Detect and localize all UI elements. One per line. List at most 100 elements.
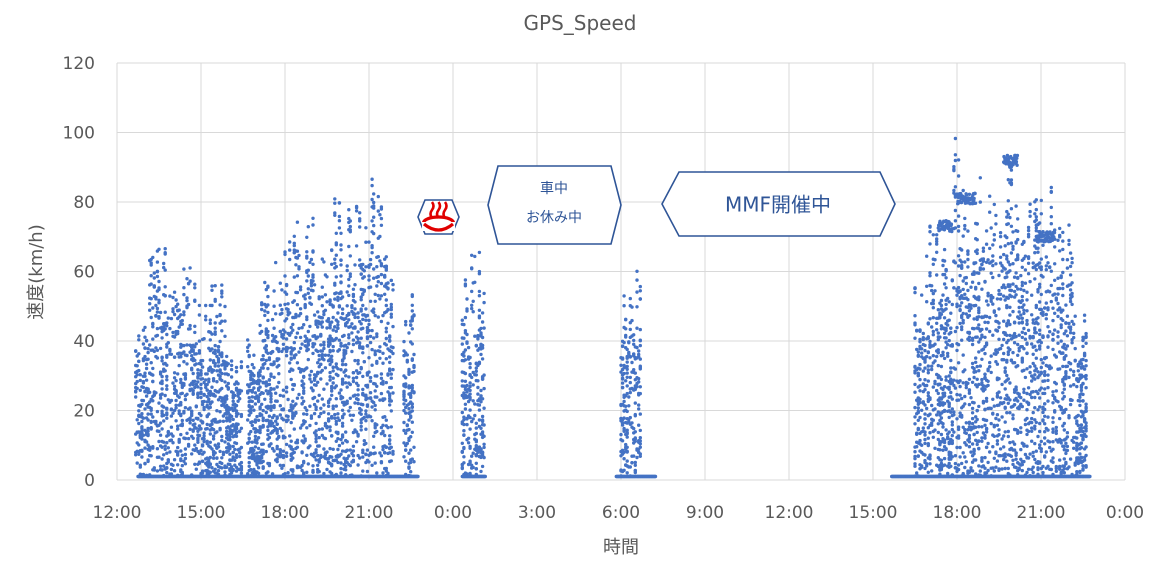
data-point: [1034, 367, 1039, 371]
data-point: [463, 348, 468, 352]
data-point: [966, 252, 970, 256]
data-point: [229, 367, 234, 372]
data-point: [1014, 284, 1018, 289]
data-point: [1065, 314, 1070, 318]
data-point: [463, 278, 468, 282]
data-point: [305, 279, 309, 283]
data-point: [274, 260, 278, 265]
data-point: [163, 293, 167, 298]
data-point: [320, 320, 324, 324]
data-point: [468, 408, 472, 412]
data-point: [1028, 365, 1032, 369]
data-point: [1061, 239, 1065, 243]
data-point: [1017, 466, 1021, 470]
data-point: [160, 381, 164, 386]
data-point: [281, 342, 286, 346]
data-point: [972, 367, 976, 371]
data-point: [479, 447, 483, 451]
data-point: [311, 216, 315, 220]
data-point: [381, 379, 385, 383]
data-point: [1046, 428, 1050, 432]
data-point: [168, 326, 172, 331]
data-point: [981, 347, 986, 351]
data-point: [354, 440, 359, 444]
data-point: [186, 302, 191, 307]
data-point: [963, 368, 967, 372]
data-point: [474, 453, 478, 457]
data-point: [347, 375, 351, 379]
data-point: [328, 350, 332, 354]
data-point: [383, 415, 387, 419]
data-point: [165, 378, 169, 382]
data-point: [1038, 429, 1042, 434]
data-point: [347, 284, 351, 288]
data-point: [410, 420, 414, 424]
data-point: [975, 417, 979, 422]
data-point: [960, 338, 964, 342]
data-point: [312, 342, 317, 346]
data-point: [938, 448, 942, 452]
data-point: [283, 274, 287, 278]
data-point: [1041, 310, 1045, 314]
data-point: [624, 327, 628, 331]
data-point: [460, 318, 464, 322]
data-point: [231, 456, 235, 460]
data-point: [185, 362, 189, 366]
data-point: [305, 235, 309, 239]
data-point: [220, 378, 224, 383]
data-point: [316, 453, 320, 458]
data-point: [333, 297, 337, 301]
data-point: [157, 247, 161, 251]
data-point: [228, 452, 232, 456]
data-point: [221, 419, 226, 423]
data-point: [319, 453, 323, 458]
data-point: [1028, 202, 1032, 206]
data-point: [213, 326, 217, 330]
data-point: [160, 392, 164, 396]
data-point: [991, 466, 995, 470]
data-point: [322, 343, 326, 347]
data-point: [353, 401, 357, 405]
data-point: [918, 384, 922, 388]
chart-title: GPS_Speed: [524, 11, 637, 35]
data-point: [482, 434, 486, 438]
data-point: [468, 397, 472, 401]
data-point: [364, 240, 368, 244]
data-point: [188, 266, 192, 270]
data-point: [174, 379, 178, 383]
data-point: [1033, 344, 1037, 348]
data-point: [281, 394, 286, 398]
data-point: [1005, 257, 1009, 261]
data-point: [1011, 458, 1015, 462]
data-point: [998, 396, 1003, 400]
data-point: [1051, 347, 1055, 352]
data-point: [165, 332, 169, 337]
data-point: [1033, 251, 1037, 255]
data-point: [913, 336, 917, 340]
data-point: [991, 259, 995, 263]
data-point: [923, 430, 927, 434]
data-point: [247, 440, 251, 444]
data-point: [935, 321, 939, 325]
data-point: [199, 382, 203, 387]
data-point: [925, 254, 929, 258]
data-point: [625, 354, 629, 359]
data-point: [202, 407, 206, 412]
data-point: [330, 471, 334, 476]
data-point: [365, 313, 370, 318]
data-point: [967, 338, 972, 342]
data-point: [278, 281, 282, 285]
data-point: [162, 265, 166, 270]
data-point: [992, 425, 996, 429]
data-point: [379, 372, 384, 376]
data-point: [1068, 264, 1073, 269]
data-point: [1025, 367, 1029, 371]
data-point: [311, 289, 315, 293]
data-point: [199, 395, 203, 400]
data-point: [931, 306, 935, 310]
data-point: [391, 367, 395, 372]
data-point: [266, 310, 270, 315]
data-point: [938, 382, 942, 386]
data-point: [409, 435, 413, 439]
data-point: [317, 444, 321, 448]
